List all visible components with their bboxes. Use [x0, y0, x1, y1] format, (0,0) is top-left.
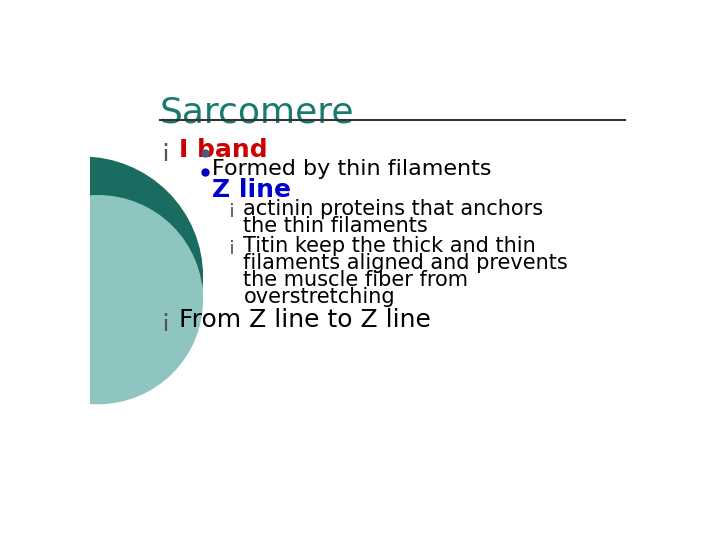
- Circle shape: [0, 195, 202, 403]
- Text: actinin proteins that anchors: actinin proteins that anchors: [243, 199, 544, 219]
- Text: overstretching: overstretching: [243, 287, 395, 307]
- Text: Sarcomere: Sarcomere: [160, 96, 354, 130]
- Text: ¡: ¡: [228, 236, 236, 255]
- Text: the thin filaments: the thin filaments: [243, 215, 428, 236]
- Text: the muscle fiber from: the muscle fiber from: [243, 269, 469, 289]
- Text: Titin keep the thick and thin: Titin keep the thick and thin: [243, 236, 536, 256]
- Text: Z line: Z line: [212, 178, 292, 202]
- Text: ¡: ¡: [160, 308, 170, 332]
- Text: Formed by thin filaments: Formed by thin filaments: [212, 159, 492, 179]
- Circle shape: [0, 157, 202, 396]
- Text: I band: I band: [179, 138, 268, 162]
- Text: From Z line to Z line: From Z line to Z line: [179, 308, 431, 332]
- Text: filaments aligned and prevents: filaments aligned and prevents: [243, 253, 568, 273]
- Text: ¡: ¡: [228, 199, 236, 218]
- Text: ¡: ¡: [160, 138, 170, 162]
